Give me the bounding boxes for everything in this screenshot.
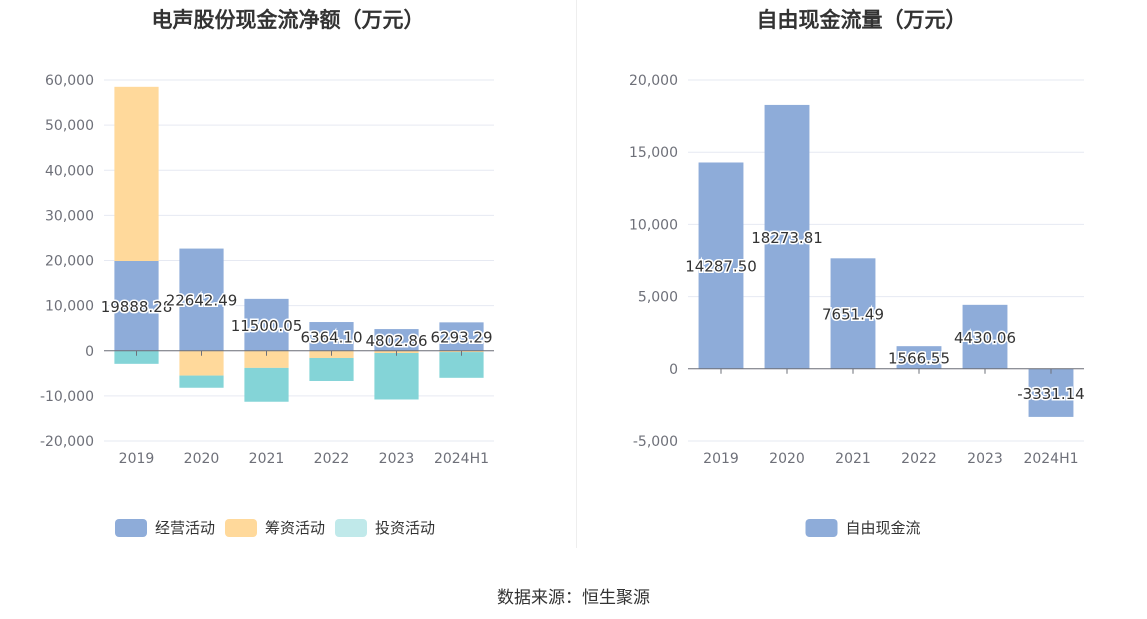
data-label: 6364.10 bbox=[300, 328, 362, 346]
y-tick-label: 20,000 bbox=[629, 73, 678, 89]
bar bbox=[244, 367, 289, 402]
bar bbox=[309, 322, 354, 351]
legend-swatch bbox=[115, 519, 147, 537]
x-tick-label: 2022 bbox=[314, 451, 350, 467]
y-tick-label: 10,000 bbox=[45, 299, 94, 315]
data-label: 7651.49 bbox=[822, 306, 884, 324]
x-tick-label: 2024H1 bbox=[434, 451, 489, 467]
legend-label: 自由现金流 bbox=[846, 519, 921, 537]
cash-flow-stacked-bar-chart: 60,000 50,000 40,000 30,000 20,000 10,000 0 -10… bbox=[40, 73, 494, 537]
y-tick-label: 5,000 bbox=[638, 290, 678, 306]
chart-divider bbox=[576, 0, 577, 548]
legend-swatch bbox=[335, 519, 367, 537]
data-label: 4430.06 bbox=[954, 329, 1016, 347]
x-tick-label: 2024H1 bbox=[1023, 451, 1078, 467]
y-tick-label: 60,000 bbox=[45, 73, 94, 89]
bar bbox=[764, 104, 810, 369]
data-label: 1566.55 bbox=[888, 349, 950, 367]
bar bbox=[114, 261, 159, 351]
chart-title-free-cash-flow: 自由现金流量（万元） bbox=[756, 8, 967, 32]
bar bbox=[439, 352, 484, 378]
bar bbox=[179, 375, 224, 388]
x-tick-label: 2022 bbox=[901, 451, 937, 467]
x-tick-label: 2021 bbox=[249, 451, 285, 467]
x-tick-label: 2020 bbox=[184, 451, 220, 467]
x-tick-label: 2019 bbox=[703, 451, 739, 467]
x-tick-label: 2019 bbox=[119, 451, 155, 467]
y-tick-label: 0 bbox=[669, 362, 678, 378]
y-tick-label: 10,000 bbox=[629, 217, 678, 233]
bar bbox=[896, 346, 942, 369]
data-label: 19888.28 bbox=[101, 298, 173, 316]
y-tick-label: -10,000 bbox=[40, 389, 94, 405]
chart-title-cash-flow: 电声股份现金流净额（万元） bbox=[151, 8, 425, 32]
legend-label: 投资活动 bbox=[375, 519, 435, 537]
y-tick-label: 40,000 bbox=[45, 163, 94, 179]
y-tick-label: 0 bbox=[85, 344, 94, 360]
y-tick-label: -5,000 bbox=[633, 434, 678, 450]
data-label: 11500.05 bbox=[231, 317, 303, 335]
data-source-note: 数据来源：恒生聚源 bbox=[497, 588, 650, 608]
data-label: 6293.29 bbox=[430, 329, 492, 347]
bar bbox=[244, 298, 289, 351]
x-tick-label: 2023 bbox=[967, 451, 1003, 467]
x-tick-label: 2020 bbox=[769, 451, 805, 467]
bar bbox=[244, 350, 289, 368]
bar bbox=[698, 162, 744, 369]
bar bbox=[374, 353, 419, 400]
y-tick-label: 20,000 bbox=[45, 254, 94, 270]
bar bbox=[830, 258, 876, 369]
bar bbox=[114, 350, 159, 364]
data-label: 22642.49 bbox=[166, 292, 238, 310]
legend-swatch bbox=[805, 519, 838, 537]
y-tick-label: 15,000 bbox=[629, 145, 678, 161]
legend-swatch bbox=[225, 519, 257, 537]
bar bbox=[114, 86, 159, 262]
y-tick-label: -20,000 bbox=[40, 434, 94, 450]
data-label: 14287.50 bbox=[685, 258, 757, 276]
bar bbox=[374, 329, 419, 351]
bar bbox=[439, 322, 484, 351]
bar bbox=[1028, 368, 1074, 417]
data-label: 18273.81 bbox=[751, 229, 823, 247]
bar bbox=[179, 248, 224, 351]
data-label: 4802.86 bbox=[365, 332, 427, 350]
bar bbox=[309, 357, 354, 381]
x-tick-label: 2021 bbox=[835, 451, 871, 467]
y-tick-label: 30,000 bbox=[45, 208, 94, 224]
bar bbox=[962, 304, 1008, 369]
y-tick-label: 50,000 bbox=[45, 118, 94, 134]
legend-label: 经营活动 bbox=[155, 519, 215, 537]
x-tick-label: 2023 bbox=[379, 451, 415, 467]
data-label: -3331.14 bbox=[1017, 385, 1084, 403]
legend-label: 筹资活动 bbox=[265, 519, 325, 537]
